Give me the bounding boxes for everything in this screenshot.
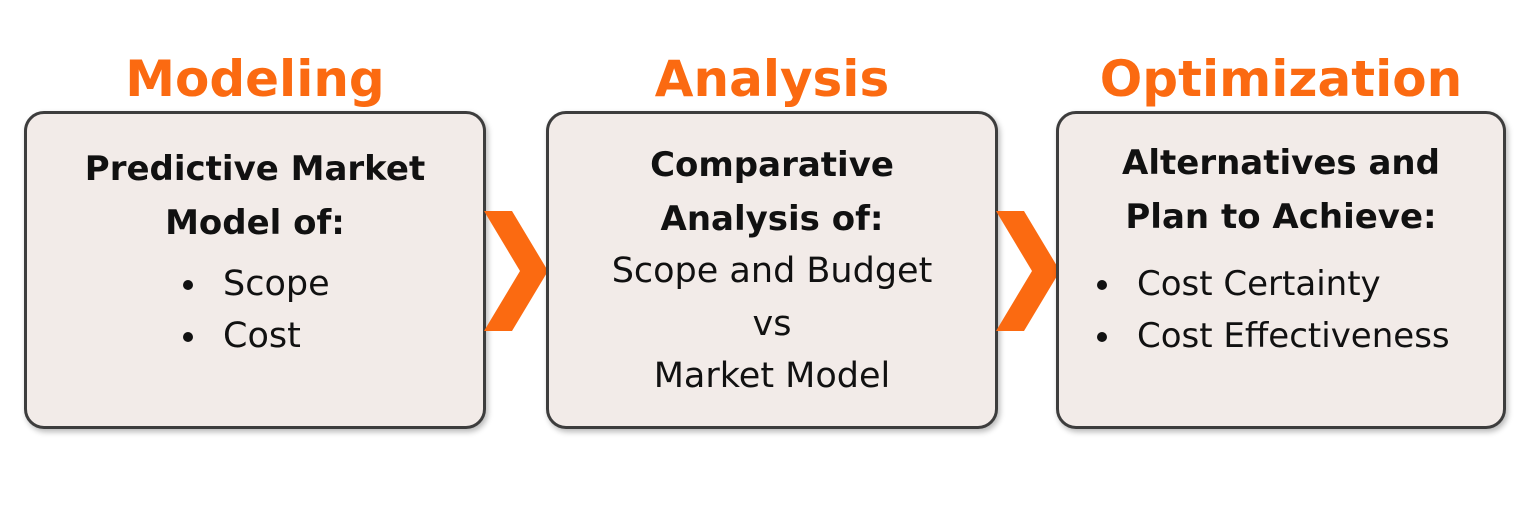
bullet-list: Scope Cost [183, 258, 330, 362]
card-body-line: Market Model [653, 356, 891, 396]
list-item-label: Cost Effectiveness [1137, 316, 1450, 356]
card-heading-line: Predictive Market [84, 149, 426, 189]
card-heading-line: Analysis of: [660, 199, 884, 239]
bullet-list: Cost Certainty Cost Effectiveness [1097, 258, 1450, 362]
list-item-label: Cost [223, 316, 301, 356]
list-item: Scope [183, 258, 330, 310]
stage-title-analysis: Analysis [654, 50, 890, 108]
stage-title-optimization: Optimization [1099, 50, 1463, 108]
bullet-dot-icon [183, 332, 193, 342]
card-heading-line: Plan to Achieve: [1125, 197, 1437, 237]
stage-card-modeling: Predictive Market Model of: Scope Cost [24, 111, 486, 429]
bullet-dot-icon [1097, 280, 1107, 290]
bullet-dot-icon [183, 280, 193, 290]
card-body-line: Scope and Budget [611, 251, 933, 291]
card-heading-line: Model of: [165, 203, 345, 243]
card-heading-line: Comparative [650, 145, 894, 185]
card-heading-line: Alternatives and [1122, 143, 1440, 183]
chevron-right-icon [996, 211, 1060, 331]
chevron-right-icon [484, 211, 548, 331]
bullet-dot-icon [1097, 332, 1107, 342]
list-item: Cost [183, 310, 330, 362]
stage-title-modeling: Modeling [125, 50, 385, 108]
card-body-line: vs [752, 304, 792, 344]
stage-card-analysis: Comparative Analysis of: Scope and Budge… [546, 111, 998, 429]
list-item: Cost Certainty [1097, 258, 1450, 310]
stage-card-optimization: Alternatives and Plan to Achieve: Cost C… [1056, 111, 1506, 429]
list-item: Cost Effectiveness [1097, 310, 1450, 362]
list-item-label: Scope [223, 264, 330, 304]
list-item-label: Cost Certainty [1137, 264, 1381, 304]
